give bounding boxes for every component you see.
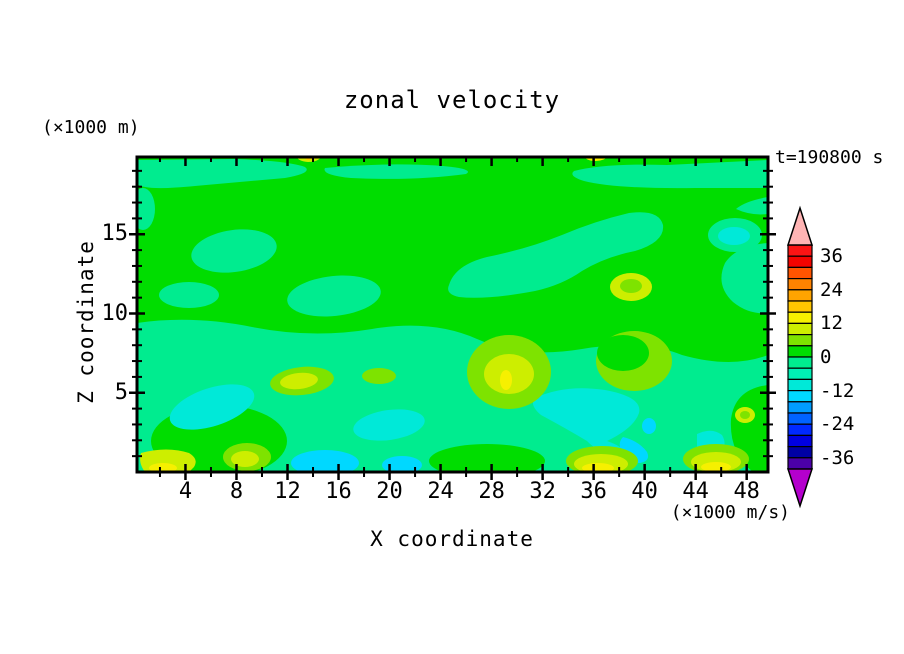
z-tick-label-5: 5 [114, 379, 128, 405]
colorbar-segment [787, 322, 813, 336]
x-tick-label-4: 4 [178, 479, 193, 504]
colorbar-segment [787, 255, 813, 269]
colorbar-tick-label-0: 0 [820, 346, 832, 368]
colorbar-segment [787, 378, 813, 392]
field-region-lg-left-small [362, 368, 396, 384]
x-axis-label: X coordinate [370, 527, 534, 551]
field-region-y-bottom-3 [701, 462, 731, 472]
z-axis-units-label: (×1000 m) [42, 117, 140, 138]
colorbar-segment [787, 266, 813, 280]
colorbar-segment [787, 457, 813, 470]
field-region-t-left [169, 384, 255, 430]
colorbar-tick-label-24: 24 [820, 278, 843, 301]
x-tick-label-36: 36 [580, 479, 607, 504]
colorbar-tick-label-36: 36 [820, 245, 843, 268]
colorbar-segment [787, 278, 813, 291]
field-region-sf-left-tongue [137, 188, 155, 230]
z-tick-label-15: 15 [101, 221, 129, 247]
field-region-g-center-bottom [429, 444, 545, 472]
field-region-g-crescent-carve [597, 335, 649, 371]
field-region-c-bottom-left [291, 450, 359, 472]
field-region-sf-blob-upper-left-a [191, 229, 277, 273]
colorbar-segment [787, 244, 813, 257]
colorbar-segment [787, 367, 813, 381]
value-units-label: (×1000 m/s) [670, 502, 790, 523]
x-tick-label-8: 8 [229, 479, 244, 504]
z-tick-label-10: 10 [101, 300, 129, 326]
colorbar-tick-label--24: -24 [820, 413, 855, 436]
field-region-sf-right-edge-blob [721, 243, 768, 314]
field-region-sf-blob-upper-left-b [287, 275, 381, 317]
colorbar-segment [787, 311, 813, 325]
field-region-sf-top-mid-streak [324, 164, 468, 179]
field-region-t-mid [353, 409, 425, 441]
colorbar-tick-label--12: -12 [820, 379, 855, 402]
field-region-t-upper-right-core [718, 227, 750, 245]
colorbar-tick-label--36: -36 [820, 446, 855, 469]
x-tick-label-44: 44 [682, 479, 709, 504]
x-tick-label-24: 24 [427, 479, 454, 504]
field-region-sf-top-right-band [572, 160, 768, 189]
field-region-c-center-sliver [642, 418, 656, 434]
field-region-sf-snake [448, 212, 664, 298]
colorbar-segment [787, 434, 813, 448]
field-region-y-big-dot [500, 370, 512, 390]
colorbar-segment [787, 446, 813, 459]
field-region-t-center [533, 388, 640, 454]
colorbar-tick-label-12: 12 [820, 312, 843, 335]
plot-title: zonal velocity [343, 86, 561, 114]
field-region-y-corner [149, 463, 177, 472]
x-tick-label-12: 12 [274, 479, 301, 504]
x-tick-label-40: 40 [631, 479, 658, 504]
field-region-ch-left-core [280, 372, 318, 390]
x-tick-label-48: 48 [733, 479, 760, 504]
colorbar-segment [787, 345, 813, 358]
field-region-sf-right-streak [736, 197, 768, 215]
colorbar-under-arrow [786, 468, 814, 509]
colorbar-segment [787, 412, 813, 425]
plot-frame [135, 155, 770, 474]
x-tick-label-20: 20 [376, 479, 403, 504]
colorbar-segment [787, 390, 813, 403]
field-region-y-bottom-2 [582, 463, 614, 472]
colorbar-segment [787, 401, 813, 414]
colorbar-segment [787, 289, 813, 302]
colorbar-segment [787, 334, 813, 347]
field-region-c-bottom-left2 [382, 456, 422, 472]
x-tick-label-16: 16 [325, 479, 352, 504]
field-region-sf-blob-mid-left [159, 282, 219, 308]
contour-field [137, 157, 768, 472]
colorbar-segment [787, 356, 813, 369]
colorbar-over-arrow [786, 205, 814, 246]
field-region-lg-right-dot-core [740, 411, 750, 419]
x-tick-label-28: 28 [478, 479, 505, 504]
colorbar-segment [787, 300, 813, 313]
colorbar-segment [787, 423, 813, 437]
x-tick-label-32: 32 [529, 479, 556, 504]
time-stamp-label: t=190800 s [775, 147, 884, 168]
field-region-sf-top-left-band [137, 159, 307, 189]
field-region-lg-top-core [620, 279, 642, 293]
field-region-ch-bottom-1 [231, 451, 259, 467]
